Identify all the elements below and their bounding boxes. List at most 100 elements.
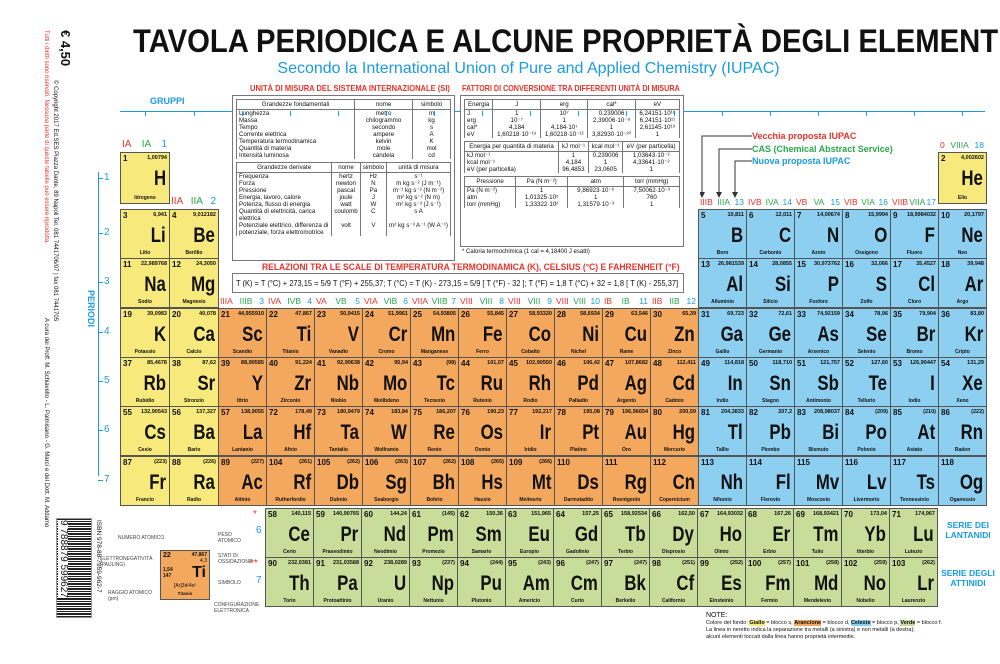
element-co[interactable]: 27 58,93320 Co Cobalto [506,307,555,358]
element-pd[interactable]: 46 106,42 Pd Palladio [554,356,603,407]
element-db[interactable]: 105 (262) Db Dubnio [314,455,363,506]
element-nb[interactable]: 41 92,90638 Nb Niobio [314,356,363,407]
element-re[interactable]: 75 186,207 Re Renio [410,406,459,457]
element-ru[interactable]: 44 101,07 Ru Rutenio [458,356,507,407]
element-er[interactable]: 68 167,26 Er Erbio [745,508,794,558]
element-pa[interactable]: 91 231,03588 Pa Protoattinio [313,557,362,607]
element-ra[interactable]: 88 (226) Ra Radio [169,455,219,506]
element-au[interactable]: 79 196,96654 Au Oro [602,406,651,457]
element-os[interactable]: 76 190,23 Os Osmio [458,406,507,457]
element-sg[interactable]: 106 (263) Sg Seaborgio [362,455,411,506]
element-cm[interactable]: 96 (247) Cm Curio [553,557,602,607]
element-w[interactable]: 74 183,84 W Wolframio [362,406,411,457]
element-yb[interactable]: 70 173,04 Yb Itterbio [841,508,890,558]
element-ba[interactable]: 56 137,327 Ba Bario [169,406,219,457]
element-si[interactable]: 14 28,0855 Si Silicio [746,258,795,309]
element-tb[interactable]: 65 158,92534 Tb Terbio [601,508,650,558]
element-pu[interactable]: 94 (244) Pu Plutonio [457,557,506,607]
element-na[interactable]: 11 22,989768 Na Sodio [120,258,170,309]
element-kr[interactable]: 36 83,80 Kr Cripto [938,307,987,358]
element-mg[interactable]: 12 24,3050 Mg Magnesio [169,258,219,309]
element-np[interactable]: 93 (237) Np Nettunio [409,557,458,607]
element-eu[interactable]: 63 151,965 Eu Europio [505,508,554,558]
element-k[interactable]: 19 39,0983 K Potassio [120,307,170,358]
element-f[interactable]: 9 18,9984032 F Fluoro [890,209,939,259]
element-lu[interactable]: 71 174,967 Lu Lutezio [889,508,938,558]
element-n[interactable]: 7 14,00674 N Azoto [794,209,843,259]
element-th[interactable]: 90 232,0381 Th Torio [265,557,314,607]
element-fm[interactable]: 100 (257) Fm Fermio [745,557,794,607]
element-cn[interactable]: 112 Cn Copernicium [650,455,699,506]
element-s[interactable]: 16 32,066 S Zolfo [842,258,891,309]
element-pt[interactable]: 78 195,08 Pt Platino [554,406,603,457]
element-zr[interactable]: 40 91,224 Zr Zirconio [266,356,315,407]
element-lr[interactable]: 103 (262) Lr Laurenzio [889,557,938,607]
element-bh[interactable]: 107 (262) Bh Bohrio [410,455,459,506]
element-hf[interactable]: 72 178,49 Hf Afnio [266,406,315,457]
element-sb[interactable]: 51 121,757 Sb Antimonio [794,356,843,407]
element-al[interactable]: 13 26,981539 Al Alluminio [698,258,747,309]
element-in[interactable]: 49 114,818 In Indio [698,356,747,407]
element-ir[interactable]: 77 192,217 Ir Iridio [506,406,555,457]
element-md[interactable]: 101 (258) Md Mendelevio [793,557,842,607]
element-no[interactable]: 102 (259) No Nobelio [841,557,890,607]
element-cd[interactable]: 48 112,411 Cd Cadmio [650,356,699,407]
element-gd[interactable]: 64 157,25 Gd Gadolinio [553,508,602,558]
element-ag[interactable]: 47 107,8682 Ag Argento [602,356,651,407]
element-pr[interactable]: 59 140,90765 Pr Praseodimio [313,508,362,558]
element-cs[interactable]: 55 132,90543 Cs Cesio [120,406,170,457]
element-nd[interactable]: 60 144,24 Nd Neodimio [361,508,410,558]
element-b[interactable]: 5 10,811 B Boro [698,209,747,259]
element-cu[interactable]: 29 63,546 Cu Rame [602,307,651,358]
element-hs[interactable]: 108 (265) Hs Hassio [458,455,507,506]
element-hg[interactable]: 80 200,59 Hg Mercurio [650,406,699,457]
element-cf[interactable]: 98 (251) Cf Californio [649,557,698,607]
element-sr[interactable]: 38 87,62 Sr Stronzio [169,356,219,407]
element-tm[interactable]: 69 168,93421 Tm Tulio [793,508,842,558]
element-tc[interactable]: 43 (98) Tc Tecnezio [410,356,459,407]
element-mn[interactable]: 25 54,93805 Mn Manganese [410,307,459,358]
element-rh[interactable]: 45 102,90550 Rh Rodio [506,356,555,407]
element-am[interactable]: 95 (243) Am Americio [505,557,554,607]
element-rb[interactable]: 37 85,4678 Rb Rubidio [120,356,170,407]
element-ho[interactable]: 67 164,93032 Ho Olmio [697,508,746,558]
element-te[interactable]: 52 127,60 Te Tellurio [842,356,891,407]
element-ac[interactable]: 89 (227) Ac Attinio [218,455,267,506]
element-sc[interactable]: 21 44,955910 Sc Scandio [218,307,267,358]
element-ds[interactable]: 110 Ds Darmstadtio [554,455,603,506]
element-xe[interactable]: 54 131,29 Xe Xeno [938,356,987,407]
element-fe[interactable]: 26 55,845 Fe Ferro [458,307,507,358]
element-ni[interactable]: 28 58,6934 Ni Nichel [554,307,603,358]
element-pb[interactable]: 82 207,2 Pb Piombo [746,406,795,457]
element-ge[interactable]: 32 72,61 Ge Germanio [746,307,795,358]
element-br[interactable]: 35 79,904 Br Bromo [890,307,939,358]
element-cr[interactable]: 24 51,9961 Cr Cromo [362,307,411,358]
element-sn[interactable]: 50 118,710 Sn Stagno [746,356,795,407]
element-ga[interactable]: 31 69,723 Ga Gallio [698,307,747,358]
element-rf[interactable]: 104 (261) Rf Rutherfordio [266,455,315,506]
element-bk[interactable]: 97 (247) Bk Berkelio [601,557,650,607]
element-sm[interactable]: 62 150,36 Sm Samario [457,508,506,558]
element-dy[interactable]: 66 162,50 Dy Disprosio [649,508,698,558]
element-be[interactable]: 4 9,012182 Be Berillio [169,209,219,259]
element-zn[interactable]: 30 65,39 Zn Zinco [650,307,699,358]
element-ca[interactable]: 20 40,078 Ca Calcio [169,307,219,358]
element-cl[interactable]: 17 35,4527 Cl Cloro [890,258,939,309]
element-o[interactable]: 8 15,9994 O Ossigeno [842,209,891,259]
element-rg[interactable]: 111 Rg Roentgenio [602,455,651,506]
element-u[interactable]: 92 238,0289 U Uranio [361,557,410,607]
element-i[interactable]: 53 126,90447 I Iodio [890,356,939,407]
element-fl[interactable]: 114 Fl Flerovio [746,455,795,506]
element-ti[interactable]: 22 47,867 Ti Titanio [266,307,315,358]
element-se[interactable]: 34 78,96 Se Selenio [842,307,891,358]
element-mt[interactable]: 109 (266) Mt Meitnerio [506,455,555,506]
element-li[interactable]: 3 6,941 Li Litio [120,209,170,259]
element-mv[interactable]: 115 Mv Moscovio [794,455,843,506]
element-y[interactable]: 39 88,90585 Y Ittrio [218,356,267,407]
element-po[interactable]: 84 (209) Po Polonio [842,406,891,457]
element-es[interactable]: 99 (252) Es Einsteinio [697,557,746,607]
element-la[interactable]: 57 138,9055 La Lantanio [218,406,267,457]
element-og[interactable]: 118 Og Oganessio [938,455,987,506]
element-nh[interactable]: 113 Nh Nihonio [698,455,747,506]
element-ta[interactable]: 73 180,9479 Ta Tantalio [314,406,363,457]
